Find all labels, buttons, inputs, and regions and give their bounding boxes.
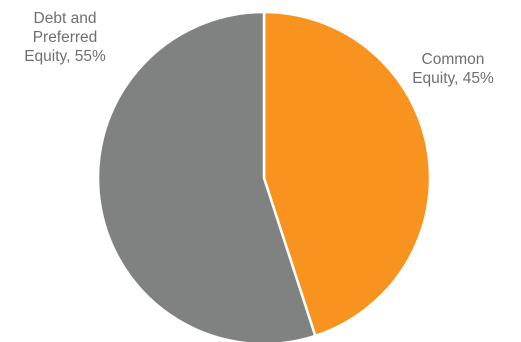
pie-slice-debt-and-preferred-equity: [96, 10, 317, 342]
slice-label-common-line-1: Common: [421, 51, 485, 68]
pie-slice-common-equity: [262, 10, 432, 338]
slice-label-debt-and-preferred-equity: Debt and Preferred Equity, 55%: [0, 9, 130, 66]
slice-label-debt-line-2: Preferred: [32, 29, 98, 46]
slice-label-debt-line-3: Equity, 55%: [24, 48, 106, 65]
pie-slices: [96, 10, 432, 342]
slice-label-common-line-2: Equity, 45%: [412, 70, 494, 87]
slice-label-common-equity: Common Equity, 45%: [388, 50, 518, 88]
slice-label-debt-line-1: Debt and: [33, 10, 97, 27]
